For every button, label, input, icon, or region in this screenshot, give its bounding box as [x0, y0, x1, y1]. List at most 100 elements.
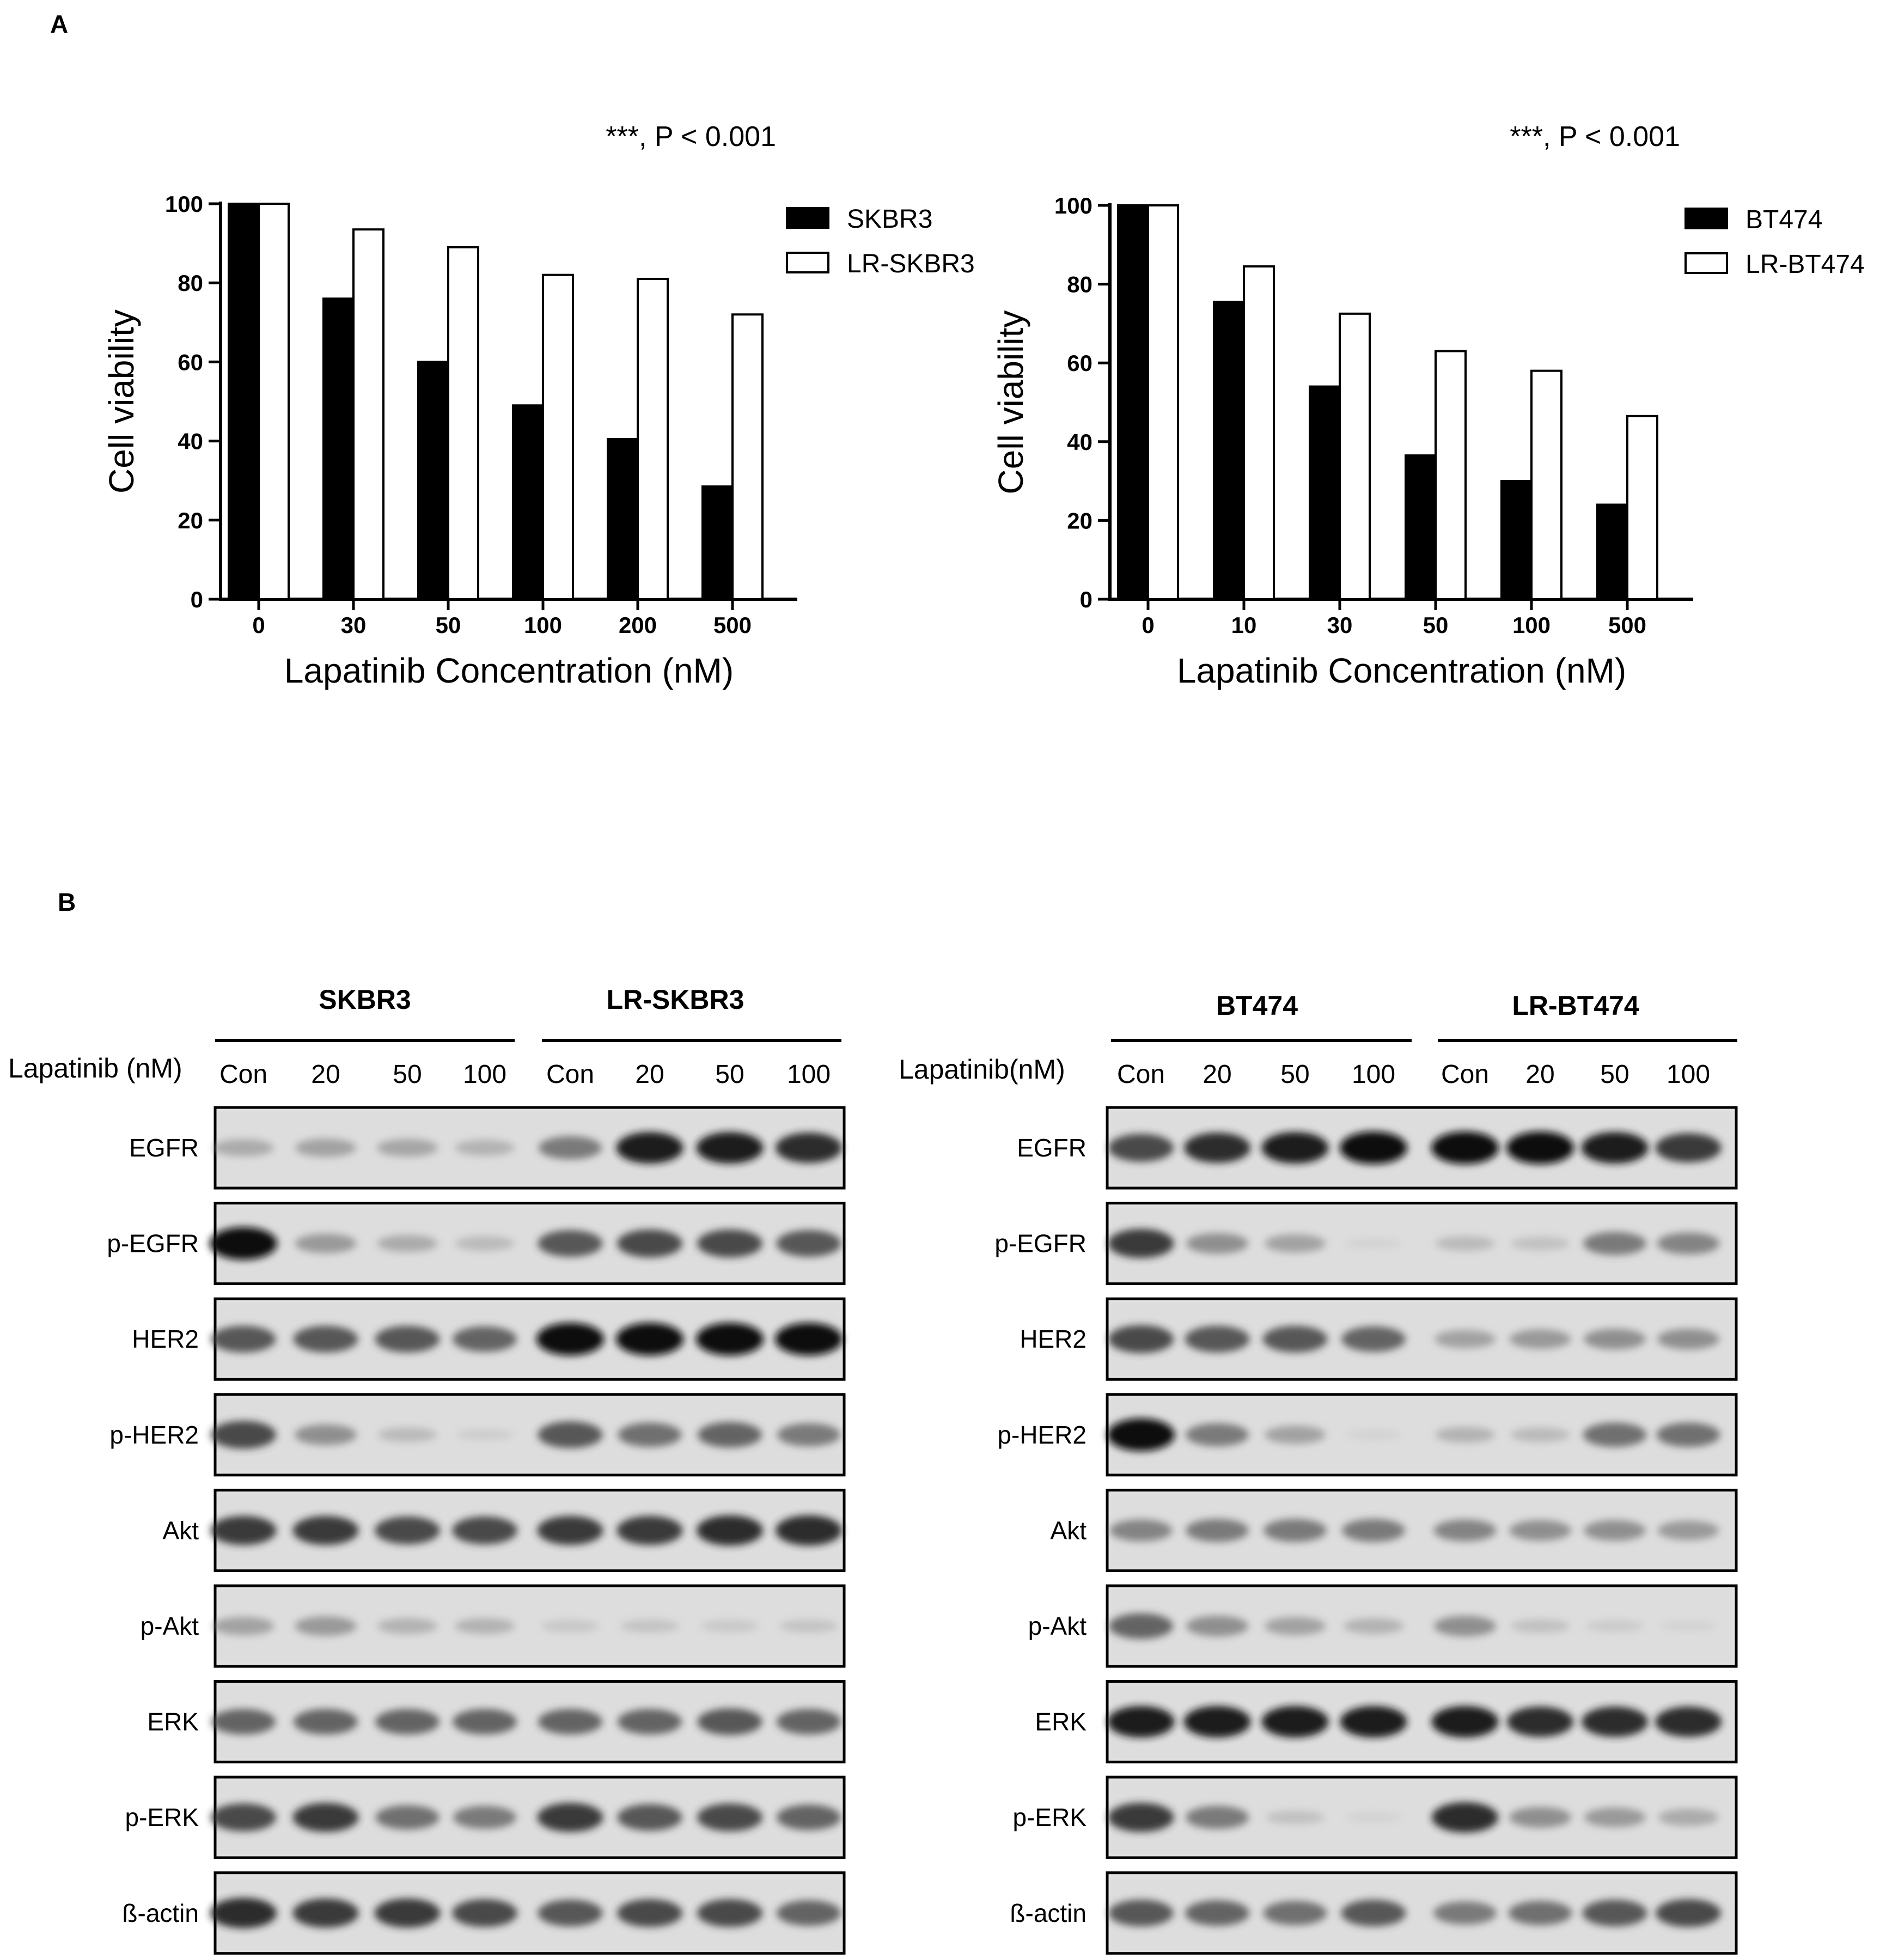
legend-swatch-bt474 [1684, 208, 1728, 229]
bar-bt474-0 [1117, 204, 1149, 600]
blot-band [776, 1515, 842, 1546]
blot-panel-2: BT474 LR-BT474 Lapatinib(nM) Con 20 50 100 Con 2… [899, 990, 1738, 1955]
blot-band [1431, 1706, 1499, 1738]
blot-row-p-erk: p-ERK [125, 1775, 846, 1859]
blot-band [1585, 1620, 1644, 1632]
blot-row-p-egfr: p-EGFR [994, 1202, 1738, 1286]
bar-lr-skbr3-200 [637, 277, 669, 600]
blot-band [1261, 1132, 1329, 1164]
legend-label-skbr3: SKBR3 [847, 205, 932, 234]
lane-label: 50 [1280, 1060, 1309, 1089]
protein-label: HER2 [1020, 1325, 1087, 1353]
bar-lr-bt474-0 [1147, 204, 1179, 600]
protein-label: p-Akt [141, 1612, 199, 1640]
blot-band [1345, 1238, 1402, 1249]
blot-row-her2: HER2 [132, 1297, 846, 1381]
significance-annotation: ***, P < 0.001 [1510, 121, 1680, 153]
protein-label: HER2 [132, 1325, 199, 1353]
blot-band [616, 1132, 683, 1164]
bar-skbr3-30 [322, 297, 355, 600]
blot-band [294, 1709, 358, 1735]
blot-band [375, 1516, 440, 1544]
protein-label: ERK [1035, 1708, 1087, 1736]
blot-band [377, 1427, 437, 1442]
blot-band [213, 1617, 274, 1635]
bar-lr-bt474-10 [1243, 265, 1275, 600]
blot-band [1186, 1806, 1249, 1829]
blot-band [1261, 1706, 1329, 1738]
y-tick-label: 80 [178, 270, 203, 296]
bar-lr-skbr3-30 [352, 228, 384, 600]
blot-band [1658, 1809, 1719, 1826]
blot-band [618, 1422, 682, 1447]
blot-band [538, 1709, 602, 1735]
blot-band [1342, 1519, 1405, 1542]
blot-band [210, 1515, 277, 1545]
blot-band [1582, 1900, 1647, 1927]
blot-band [1432, 1802, 1498, 1833]
blot-band [617, 1515, 683, 1545]
blot-band [1507, 1706, 1573, 1737]
blot-band [696, 1132, 764, 1164]
blot-band [1509, 1329, 1571, 1349]
legend-swatch-lr-skbr3 [786, 252, 829, 273]
x-tick-label: 500 [713, 612, 752, 638]
bar-bt474-10 [1213, 301, 1245, 600]
blot-band [456, 1429, 514, 1440]
blot-band [295, 1233, 357, 1253]
blot-band [1263, 1901, 1327, 1926]
bar-bt474-100 [1500, 480, 1533, 600]
blot-band [374, 1898, 441, 1928]
y-tick-label: 80 [1067, 272, 1092, 297]
blot-band [617, 1804, 682, 1831]
panel-b-label: B [58, 888, 76, 916]
protein-label: p-HER2 [997, 1421, 1087, 1449]
protein-label: p-ERK [1013, 1803, 1087, 1831]
blot-band [453, 1806, 516, 1829]
blot-band [1262, 1325, 1328, 1353]
blot-row-egfr: EGFR [129, 1106, 846, 1190]
blot-band [1108, 1803, 1174, 1832]
x-tick-label: 50 [436, 612, 461, 638]
blot-band [1657, 1520, 1719, 1541]
y-tick-label: 20 [178, 508, 203, 533]
lane-label: Con [1441, 1060, 1489, 1089]
blot-group-label: LR-BT474 [1512, 990, 1639, 1021]
blot-band [538, 1900, 603, 1927]
blot-band [1183, 1706, 1251, 1738]
blot-band [700, 1620, 759, 1633]
blot-band [295, 1424, 357, 1445]
chart-1: 0 20 40 60 80 100 0 30 50 100 200 500 Lapatinib Conc… [102, 121, 975, 690]
protein-label: p-HER2 [109, 1421, 199, 1449]
blot-row-akt: Akt [163, 1488, 846, 1572]
blot-band [1186, 1616, 1248, 1636]
blot-row-erk: ERK [1035, 1680, 1738, 1764]
blot-band [696, 1323, 764, 1356]
bar-lr-bt474-50 [1435, 350, 1467, 600]
protein-label: Akt [1051, 1516, 1087, 1544]
blot-band [1186, 1233, 1248, 1254]
protein-label: EGFR [129, 1134, 199, 1162]
blot-band [1655, 1133, 1722, 1162]
blot-band [537, 1515, 603, 1545]
blot-band [1264, 1519, 1327, 1542]
blot-band [1511, 1619, 1570, 1633]
x-tick-label: 50 [1423, 612, 1449, 638]
y-tick-label: 60 [1067, 350, 1092, 376]
blot-row-ß-actin: ß-actin [122, 1871, 846, 1955]
bar-lr-skbr3-500 [731, 313, 764, 600]
blot-band [293, 1325, 358, 1353]
lane-label: 50 [1600, 1060, 1629, 1089]
blot-band [541, 1620, 600, 1633]
blot-group-label: BT474 [1216, 990, 1298, 1021]
legend-label-lr-bt474: LR-BT474 [1745, 250, 1865, 279]
x-tick-label: 100 [1512, 612, 1551, 638]
blot-band [1107, 1706, 1175, 1738]
blot-band [1582, 1706, 1648, 1737]
bar-bt474-500 [1596, 503, 1628, 600]
blot-band [1265, 1617, 1326, 1635]
blot-band [1109, 1613, 1173, 1639]
blot-band [1435, 1330, 1496, 1348]
blot-band [777, 1804, 841, 1830]
blot-band [777, 1709, 841, 1735]
